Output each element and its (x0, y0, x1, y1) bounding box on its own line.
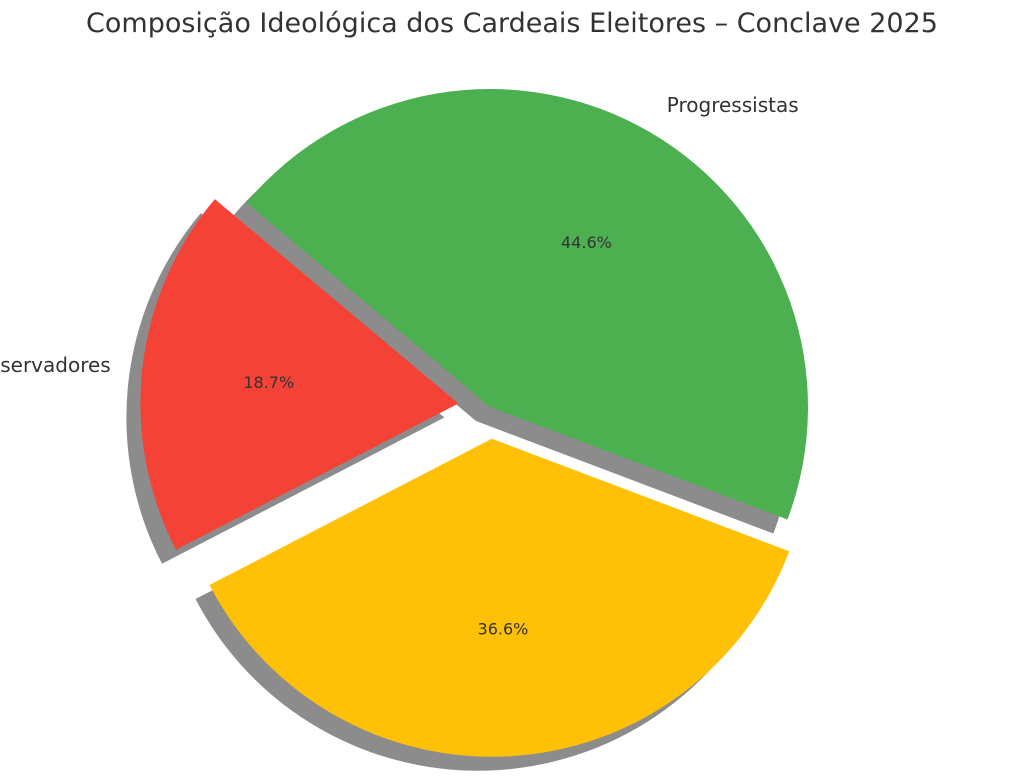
pie-slice-moderados (209, 438, 790, 757)
slice-layer (140, 89, 808, 757)
pie-slice-conservadores (140, 199, 459, 550)
percent-label-moderados: 36.6% (478, 620, 529, 639)
percent-label-progressistas: 44.6% (561, 233, 612, 252)
chart-title: Composição Ideológica dos Cardeais Eleit… (86, 8, 938, 39)
percent-label-conservadores: 18.7% (243, 373, 294, 392)
label-layer: 18.7% Conservadores 36.6% Moderados 44.6% Pro… (0, 93, 799, 777)
pie-slice-progressistas (246, 89, 808, 520)
category-label-conservadores: Conservadores (0, 353, 111, 377)
category-label-moderados: Moderados (512, 776, 622, 777)
category-label-progressistas: Progressistas (667, 93, 799, 117)
